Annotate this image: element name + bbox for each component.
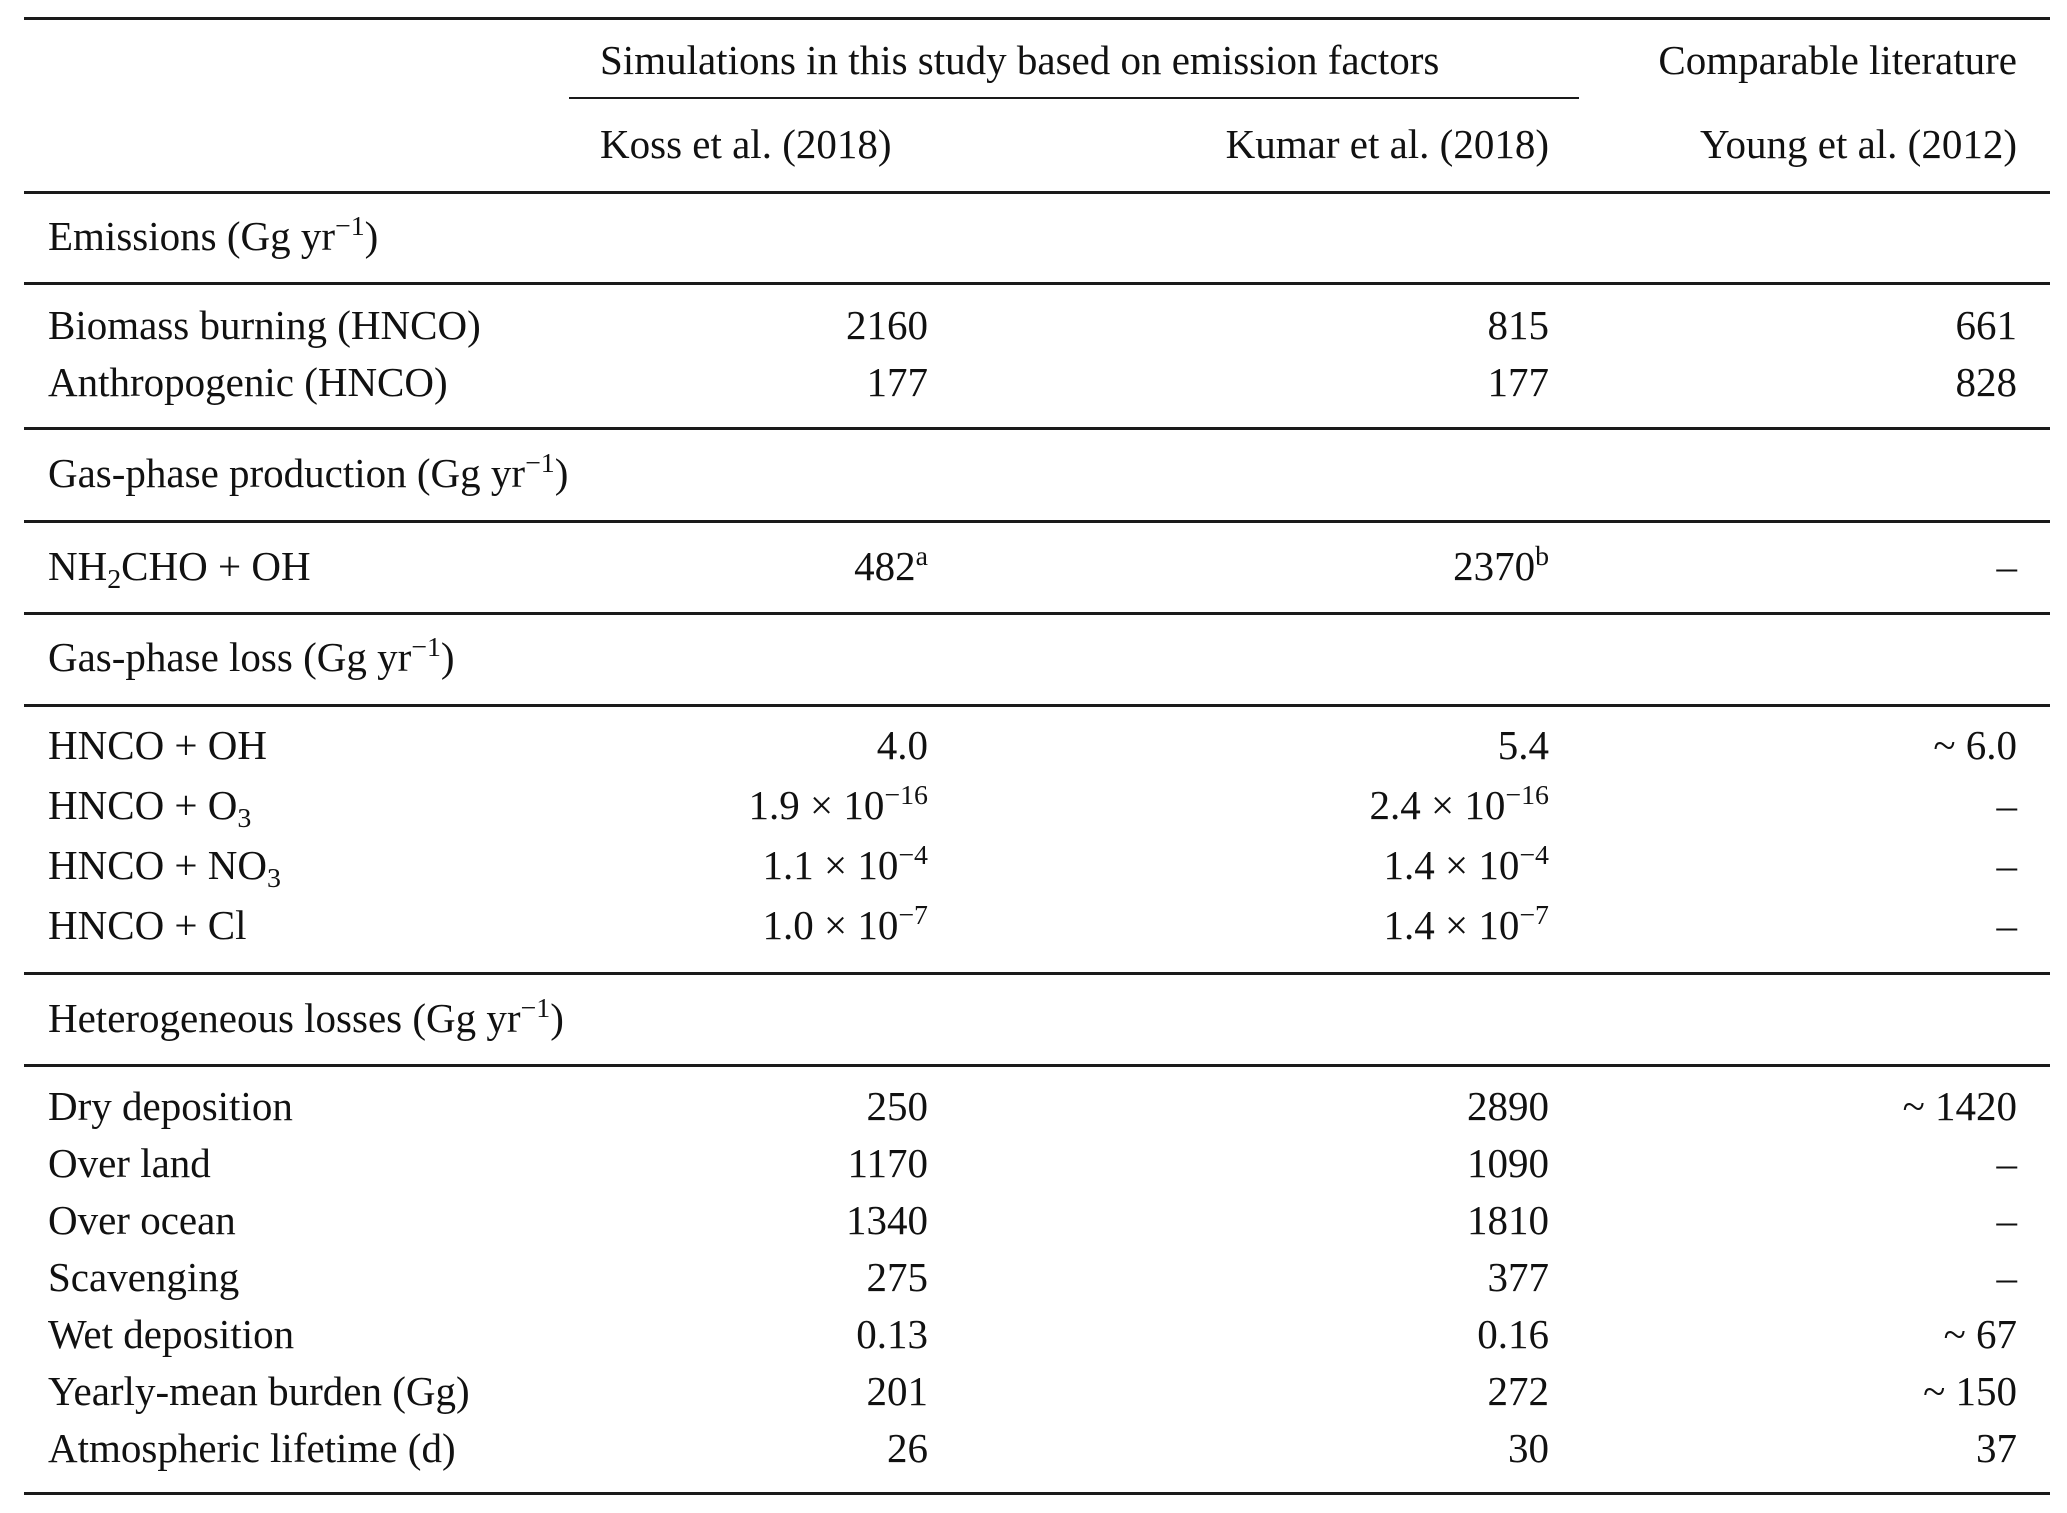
header-col-row: Koss et al. (2018) Kumar et al. (2018) Y…	[0, 116, 2067, 172]
table-row: Biomass burning (HNCO) 2160 815 661	[48, 302, 2017, 348]
table-row: HNCO + NO3 1.1 × 10−4 1.4 × 10−4 –	[48, 839, 2017, 895]
header-rule	[24, 191, 2050, 194]
section-rule	[24, 704, 2050, 707]
top-rule	[24, 17, 2050, 20]
table-row: HNCO + Cl 1.0 × 10−7 1.4 × 10−7 –	[48, 899, 2017, 948]
table-row: HNCO + OH 4.0 5.4 ~ 6.0	[48, 722, 2017, 768]
table-row: NH2CHO + OH 482a 2370b –	[48, 540, 2017, 596]
section-title-emissions: Emissions (Gg yr−1)	[48, 210, 379, 259]
section-rule	[24, 520, 2050, 523]
table-row: Dry deposition 250 2890 ~ 1420	[48, 1083, 2017, 1129]
table-row: Over ocean 1340 1810 –	[48, 1197, 2017, 1243]
section-rule	[24, 612, 2050, 615]
col-header-kumar: Kumar et al. (2018)	[1225, 121, 1549, 167]
section-rule	[24, 427, 2050, 430]
bottom-rule	[24, 1492, 2050, 1495]
header-group-row: Simulations in this study based on emiss…	[0, 32, 2067, 88]
group-header-simulations: Simulations in this study based on emiss…	[600, 37, 1440, 83]
section-rule	[24, 282, 2050, 285]
col-header-young: Young et al. (2012)	[1700, 121, 2017, 167]
section-title-production: Gas-phase production (Gg yr−1)	[48, 447, 569, 496]
group-underline	[569, 97, 1579, 99]
group-header-literature: Comparable literature	[1658, 37, 2017, 83]
footnote-b: b	[1535, 540, 1549, 572]
table-row: Atmospheric lifetime (d) 26 30 37	[48, 1425, 2017, 1471]
footnote-a: a	[915, 540, 928, 572]
col-header-koss: Koss et al. (2018)	[600, 121, 892, 167]
section-title-heterogeneous: Heterogeneous losses (Gg yr−1)	[48, 992, 564, 1041]
section-title-loss: Gas-phase loss (Gg yr−1)	[48, 631, 455, 680]
table-row: Scavenging 275 377 –	[48, 1254, 2017, 1300]
section-rule	[24, 972, 2050, 975]
section-rule	[24, 1064, 2050, 1067]
table-row: Over land 1170 1090 –	[48, 1140, 2017, 1186]
table-row: HNCO + O3 1.9 × 10−16 2.4 × 10−16 –	[48, 779, 2017, 835]
table-row: Anthropogenic (HNCO) 177 177 828	[48, 359, 2017, 405]
table-row: Wet deposition 0.13 0.16 ~ 67	[48, 1311, 2017, 1357]
table-row: Yearly-mean burden (Gg) 201 272 ~ 150	[48, 1368, 2017, 1414]
